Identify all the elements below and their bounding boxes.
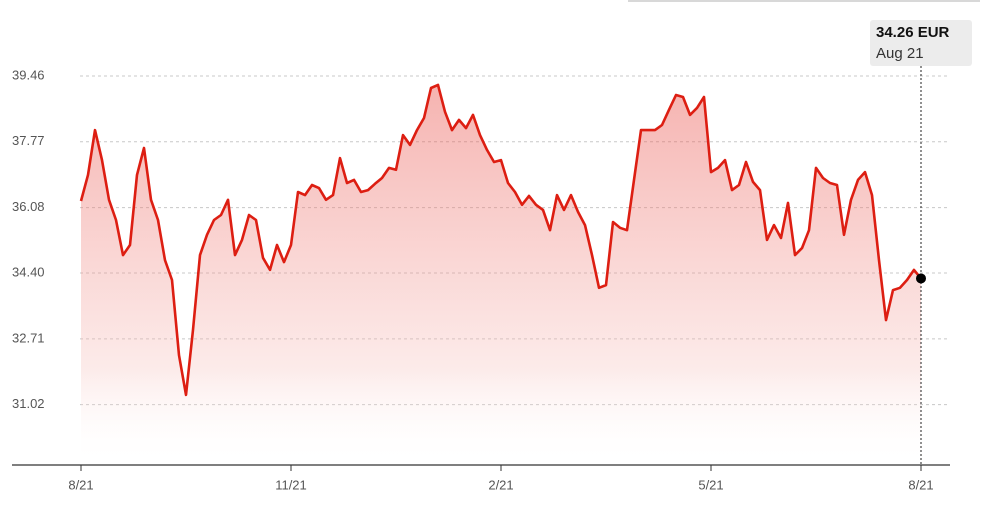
price-line <box>79 83 923 397</box>
y-tick-label: 34.40 <box>12 264 45 279</box>
area <box>81 84 921 466</box>
y-tick-label: 31.02 <box>12 396 45 411</box>
y-tick-label: 37.77 <box>12 133 45 148</box>
x-axis-labels: 8/21 11/21 2/21 5/21 8/21 <box>68 465 934 492</box>
x-tick-label: 2/21 <box>488 477 513 492</box>
plot <box>79 66 926 466</box>
x-tick-label: 5/21 <box>698 477 723 492</box>
y-tick-label: 39.46 <box>12 67 45 82</box>
last-point <box>916 273 926 284</box>
tooltip-date: Aug 21 <box>876 45 924 62</box>
x-tick-label: 8/21 <box>908 477 933 492</box>
y-tick-label: 32.71 <box>12 330 45 345</box>
x-tick-label: 11/21 <box>275 477 307 492</box>
tooltip-box <box>870 20 972 66</box>
tooltip: 34.26 EUR Aug 21 <box>870 20 972 66</box>
tooltip-title: 34.26 EUR <box>876 24 950 41</box>
y-tick-label: 36.08 <box>12 199 45 214</box>
x-tick-label: 8/21 <box>68 477 93 492</box>
